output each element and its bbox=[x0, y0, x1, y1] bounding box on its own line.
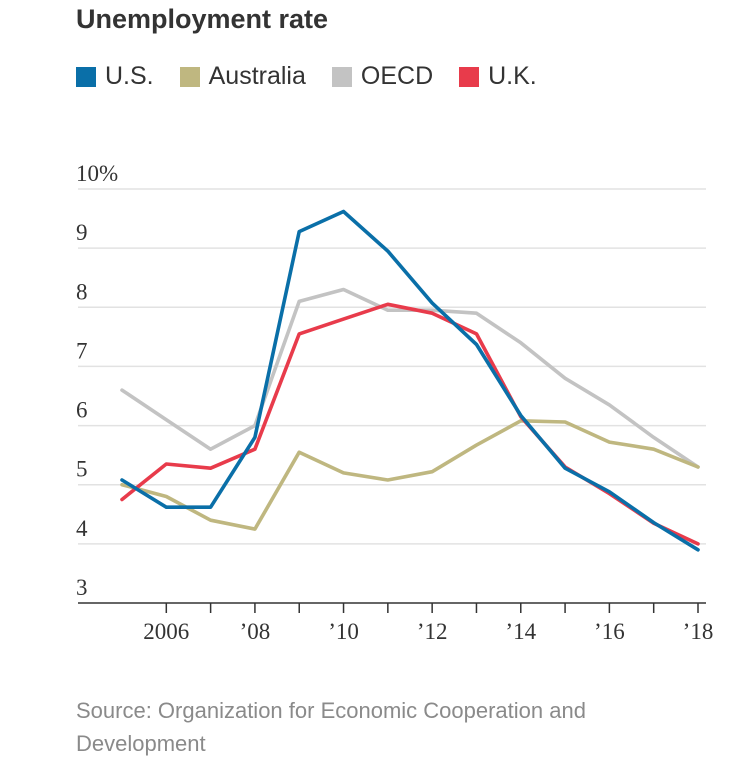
series-line-u-s bbox=[120, 209, 700, 552]
legend-swatch-uk bbox=[459, 66, 480, 87]
x-tick-label-2018: ’18 bbox=[683, 619, 714, 644]
x-tick-label-2008: ’08 bbox=[240, 619, 271, 644]
line-chart: 10% 9 8 7 6 5 4 3 2006 ’08 ’10 ’12 ’14 ’16 ’18 bbox=[76, 161, 713, 644]
y-tick-label-8: 8 bbox=[76, 279, 88, 304]
y-tick-label-9: 9 bbox=[76, 220, 88, 245]
x-tick-label-2016: ’16 bbox=[594, 619, 625, 644]
grid-lines bbox=[78, 188, 706, 604]
y-tick-label-3: 3 bbox=[76, 575, 88, 600]
legend-label-uk: U.K. bbox=[488, 62, 537, 90]
x-tick-label-2010: ’10 bbox=[328, 619, 359, 644]
source-note: Source: Organization for Economic Cooper… bbox=[76, 698, 586, 756]
legend-swatch-us bbox=[76, 66, 96, 87]
x-tick-label-2006: 2006 bbox=[143, 619, 189, 644]
x-axis: 2006 ’08 ’10 ’12 ’14 ’16 ’18 bbox=[143, 603, 713, 644]
y-tick-label-7: 7 bbox=[76, 338, 88, 363]
series-line-australia bbox=[120, 418, 700, 531]
x-tick-label-2014: ’14 bbox=[505, 619, 536, 644]
y-axis-labels: 10% 9 8 7 6 5 4 3 bbox=[76, 161, 118, 600]
legend-swatch-australia bbox=[179, 66, 200, 87]
y-tick-label-4: 4 bbox=[76, 516, 88, 541]
legend-swatch-oecd bbox=[331, 66, 352, 87]
legend-item-us: U.S. bbox=[76, 62, 154, 91]
legend-label-us: U.S. bbox=[105, 62, 154, 90]
series-line-oecd bbox=[120, 287, 700, 469]
y-tick-label-6: 6 bbox=[76, 398, 88, 423]
series-lines bbox=[120, 209, 700, 552]
y-tick-label-5: 5 bbox=[76, 457, 88, 482]
chart-title: Unemployment rate bbox=[76, 4, 329, 34]
legend-label-australia: Australia bbox=[208, 62, 306, 90]
chart-legend: U.S. Australia OECD U.K. bbox=[76, 62, 563, 91]
legend-item-oecd: OECD bbox=[331, 62, 434, 91]
legend-item-uk: U.K. bbox=[459, 62, 537, 91]
x-tick-label-2012: ’12 bbox=[417, 619, 448, 644]
legend-label-oecd: OECD bbox=[360, 62, 434, 90]
y-tick-label-10: 10% bbox=[76, 161, 118, 186]
legend-item-australia: Australia bbox=[179, 62, 306, 91]
